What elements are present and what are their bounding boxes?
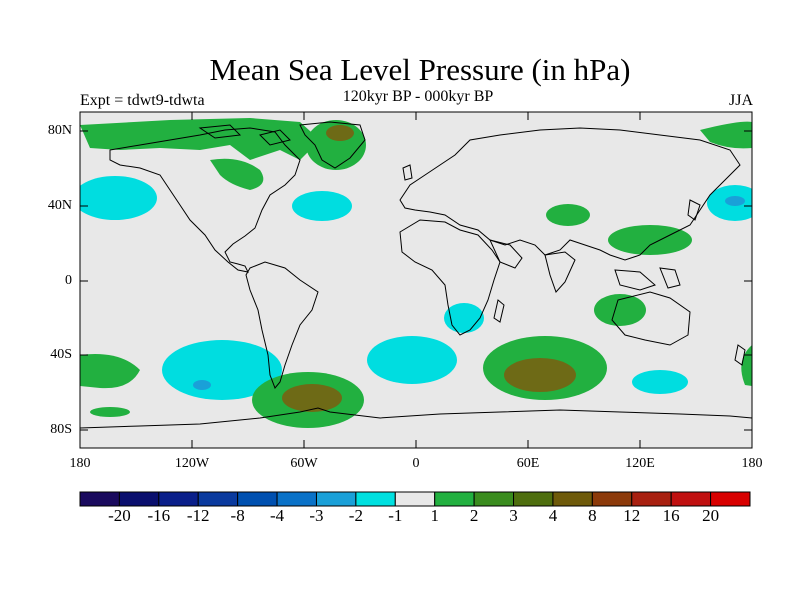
map-area <box>80 112 752 448</box>
satlantic-negative <box>367 336 457 384</box>
anomaly-patches <box>80 118 752 428</box>
colorbar-tick-label: 20 <box>702 506 720 525</box>
period-label: 120kyr BP - 000kyr BP <box>342 88 494 105</box>
colorbar-tick-label: -2 <box>348 506 363 525</box>
lat-label-40n: 40N <box>47 198 72 213</box>
sepacific-negative <box>162 340 282 400</box>
lon-label-120e: 120E <box>625 456 655 471</box>
lon-label-180e: 180 <box>741 456 763 471</box>
lon-label-0: 0 <box>412 456 420 471</box>
experiment-label: Expt = tdwt9-tdwta <box>80 92 205 109</box>
lon-label-180w: 180 <box>69 456 91 471</box>
colorbar-tick-label: 1 <box>430 506 439 525</box>
lon-label-60w: 60W <box>290 456 318 471</box>
colorbar-box <box>710 491 751 507</box>
australia-positive <box>594 294 646 326</box>
colorbar-box <box>237 491 278 507</box>
canada-positive <box>210 158 264 190</box>
sepacific-core <box>193 380 211 390</box>
colorbar-tick-label: -4 <box>269 506 285 525</box>
colorbar-box <box>158 491 199 507</box>
colorbar-box <box>670 491 712 507</box>
colorbar-tick-label: -12 <box>186 506 210 525</box>
natlantic-negative <box>292 191 352 221</box>
colorbar-tick-label: -20 <box>108 506 131 525</box>
colorbar-box <box>197 491 239 507</box>
lat-label-0: 0 <box>65 273 72 288</box>
colorbar-tick-label: 16 <box>662 506 680 525</box>
saustralia-negative <box>632 370 688 394</box>
coastlines <box>80 121 752 429</box>
colorbar-tick-label: 2 <box>469 506 479 525</box>
colorbar-tick-label: 8 <box>588 506 597 525</box>
scs-positive <box>608 225 692 255</box>
safrica-negative <box>444 303 484 333</box>
colorbar-box <box>79 491 120 507</box>
colorbar-box <box>591 491 633 507</box>
colorbar <box>79 491 751 507</box>
greenland-dark <box>326 125 354 141</box>
npacific-negative <box>80 176 157 220</box>
sindian-dark <box>504 358 576 392</box>
colorbar-tick-label: -16 <box>147 506 171 525</box>
siberia-positive <box>700 121 752 149</box>
colorbar-tick-label: -1 <box>388 506 403 525</box>
lon-label-120w: 120W <box>174 456 210 471</box>
lat-label-40s: 40S <box>50 347 72 362</box>
drake-dark <box>282 384 342 412</box>
swpacific-positive-left <box>80 354 140 389</box>
nwpacific-core <box>725 196 745 206</box>
tick-marks <box>80 112 752 448</box>
colorbar-box <box>631 491 672 507</box>
colorbar-tick-label: 12 <box>623 506 641 525</box>
colorbar-tick-label: 4 <box>548 506 558 525</box>
season-label: JJA <box>728 92 753 109</box>
colorbar-box <box>434 491 475 507</box>
lat-label-80n: 80N <box>47 123 72 138</box>
colorbar-box <box>276 491 317 507</box>
small-positive <box>90 407 130 417</box>
colorbar-box <box>315 491 357 507</box>
colorbar-box <box>118 491 160 507</box>
arctic-positive <box>80 118 320 160</box>
colorbar-tick-label: -3 <box>309 506 324 525</box>
colorbar-box <box>552 491 593 507</box>
colorbar-box <box>394 491 436 507</box>
lon-label-60e: 60E <box>516 456 540 471</box>
colorbar-tick-label: -8 <box>230 506 245 525</box>
colorbar-box <box>355 491 396 507</box>
colorbar-box <box>473 491 515 507</box>
tibet-positive <box>546 204 590 226</box>
plot-title: Mean Sea Level Pressure (in hPa) <box>209 52 631 87</box>
map-background <box>80 112 752 448</box>
lat-label-80s: 80S <box>50 422 72 437</box>
colorbar-box <box>513 491 554 507</box>
colorbar-tick-label: 3 <box>509 506 518 525</box>
